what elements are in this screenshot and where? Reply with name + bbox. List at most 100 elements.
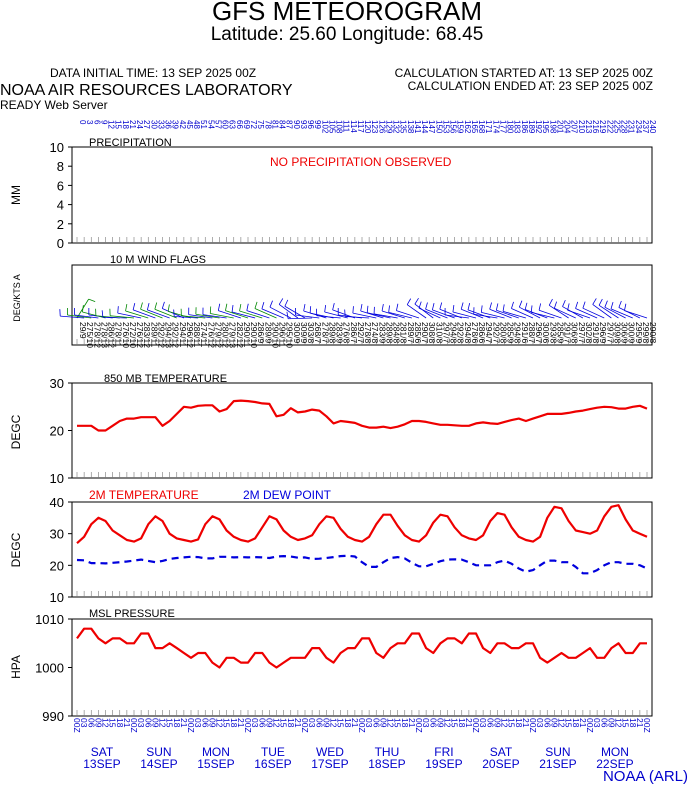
wind-value-label: 278/8 [363, 322, 373, 344]
wind-barb [168, 310, 192, 319]
wind-barb-feather [414, 297, 419, 305]
forecast-hour-label: 3 [85, 120, 94, 125]
forecast-hour-label: 72 [249, 120, 258, 129]
wind-barb-feather [598, 298, 603, 306]
forecast-hour-label: 165 [470, 120, 479, 134]
wind-value-label: 280/12 [221, 322, 231, 348]
wind-barb [231, 311, 256, 319]
forecast-hour-label: 177 [498, 120, 507, 134]
wind-value-label: 283/9 [335, 322, 345, 344]
forecast-hour-label: 45 [185, 120, 194, 129]
time-of-day-label: 15 [165, 718, 175, 728]
legend-2m-dew-point: 2M DEW POINT [243, 488, 332, 502]
wind-barb-feather [82, 305, 84, 313]
time-of-day-label: 00Z [528, 718, 538, 733]
wind-barb [225, 310, 249, 319]
wind-barb-feather [231, 305, 234, 313]
wind-barb [239, 310, 263, 319]
wind-barb [110, 315, 135, 319]
y-tick-label: 6 [57, 178, 64, 193]
time-of-day-label: 21 [293, 718, 303, 728]
y-tick-label: 10 [50, 471, 64, 486]
time-of-day-label: 12 [614, 718, 624, 728]
wind-value-label: 296/11 [278, 322, 288, 348]
wind-barb [592, 304, 612, 319]
forecast-hour-label: 12 [107, 120, 116, 129]
time-of-day-label: 06 [200, 718, 210, 728]
wind-value-label: 310/8 [434, 322, 444, 344]
forecast-hour-label: 195 [541, 120, 550, 134]
wind-value-label: 274/11 [199, 322, 209, 348]
wind-barb [425, 308, 448, 319]
wind-value-label: 294/11 [178, 322, 188, 348]
temp2m-line [76, 504, 648, 545]
time-of-day-label: 06 [314, 718, 324, 728]
wind-value-label: 299/8 [641, 322, 651, 344]
time-of-day-label: 18 [457, 718, 467, 728]
wind-barb [604, 306, 626, 319]
forecast-hour-label: 54 [206, 120, 215, 129]
forecast-hour-label: 30 [149, 120, 158, 129]
forecast-hour-label: 135 [399, 120, 408, 134]
forecast-hour-label: 213 [584, 120, 593, 134]
y-axis-label: DEGC [9, 532, 23, 567]
wind-value-label: 297/7 [577, 322, 587, 344]
day-of-week-label: SAT [490, 745, 513, 759]
wind-value-label: 288/7 [527, 322, 537, 344]
day-date-label: 22SEP [596, 757, 633, 771]
wind-value-label: 286/6 [477, 322, 487, 344]
calculation-started: CALCULATION STARTED AT: 13 SEP 2025 00Z [394, 66, 653, 80]
day-of-week-label: SUN [146, 745, 171, 759]
time-of-day-label: 09 [378, 718, 388, 728]
wind-value-label: 289/7 [406, 322, 416, 344]
forecast-hour-label: 111 [342, 120, 351, 133]
time-of-day-label: 18 [115, 718, 125, 728]
wind-value-label: 302/8 [584, 322, 594, 344]
wind-value-label: 282/12 [235, 322, 245, 348]
wind-value-label: 276/10 [121, 322, 131, 348]
wind-barb-feather [511, 301, 514, 309]
forecast-hour-label: 186 [520, 120, 529, 134]
wind-value-label: 279/12 [213, 322, 223, 348]
wind-barb [624, 310, 648, 319]
time-of-day-label: 12 [500, 718, 510, 728]
wind-value-label: 290/7 [420, 322, 430, 344]
wind-barb-feather [101, 310, 104, 318]
wind-value-label: 291/8 [591, 322, 601, 344]
wind-barb-feather [460, 302, 464, 310]
wind-barb-feather [246, 303, 249, 311]
wind-value-label: 291/7 [563, 322, 573, 344]
time-of-day-label: 21 [350, 718, 360, 728]
forecast-hour-label: 147 [427, 120, 436, 134]
forecast-hour-label: 9 [99, 120, 108, 125]
forecast-hour-label: 90 [292, 120, 301, 129]
wind-value-label: 289/8 [327, 322, 337, 344]
forecast-hour-label: 105 [327, 120, 336, 134]
time-of-day-label: 06 [86, 718, 96, 728]
wind-value-label: 308/8 [427, 322, 437, 344]
wind-value-label: 309/9 [299, 322, 309, 344]
forecast-hour-label: 207 [570, 120, 579, 134]
forecast-hour-label: 132 [392, 120, 401, 134]
y-axis-label: MM [9, 185, 23, 205]
forecast-hour-label: 237 [641, 120, 650, 134]
forecast-hour-label: 126 [377, 120, 386, 134]
wind-barb-feather [575, 301, 579, 309]
forecast-hour-label: 18 [121, 120, 130, 129]
time-of-day-label: 00Z [414, 718, 424, 733]
y-axis-label: HPA [9, 655, 23, 679]
wind-value-label: 294/13 [164, 322, 174, 348]
time-of-day-label: 21 [236, 718, 246, 728]
wind-barb-feather [582, 301, 586, 309]
wind-barb [519, 306, 541, 319]
time-of-day-label: 18 [343, 718, 353, 728]
wind-value-label: 300/6 [541, 322, 551, 344]
wind-value-label: 289/11 [149, 322, 159, 348]
time-of-day-label: 21 [521, 718, 531, 728]
time-of-day-label: 21 [635, 718, 645, 728]
wind-barb [406, 304, 427, 319]
wind-barb [473, 313, 498, 319]
forecast-hour-label: 36 [164, 120, 173, 129]
time-of-day-label: 06 [257, 718, 267, 728]
wind-barb-feather [624, 303, 627, 311]
